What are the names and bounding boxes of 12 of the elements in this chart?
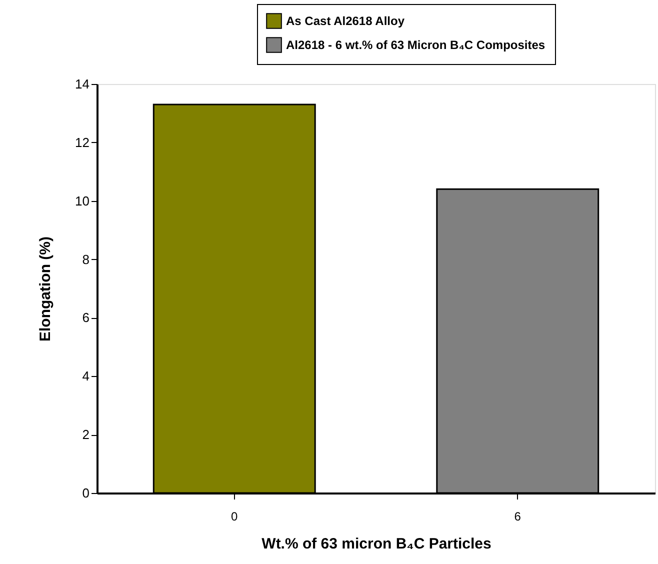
x-axis-title: Wt.% of 63 micron B₄C Particles [262,536,492,552]
y-tick-label: 14 [75,76,90,92]
y-axis-title: Elongation (%) [37,236,54,342]
y-tick-label: 8 [82,252,90,267]
legend-label: As Cast Al2618 Alloy [286,14,405,28]
y-tick-label: 6 [82,310,90,326]
y-tick-label: 10 [75,193,90,208]
y-tick-label: 12 [75,134,90,150]
y-tick-label: 2 [82,427,90,442]
legend-label: Al2618 - 6 wt.% of 63 Micron B₄C Composites [286,38,546,52]
y-tick-label: 4 [82,368,90,384]
y-tick-label: 0 [82,486,90,500]
